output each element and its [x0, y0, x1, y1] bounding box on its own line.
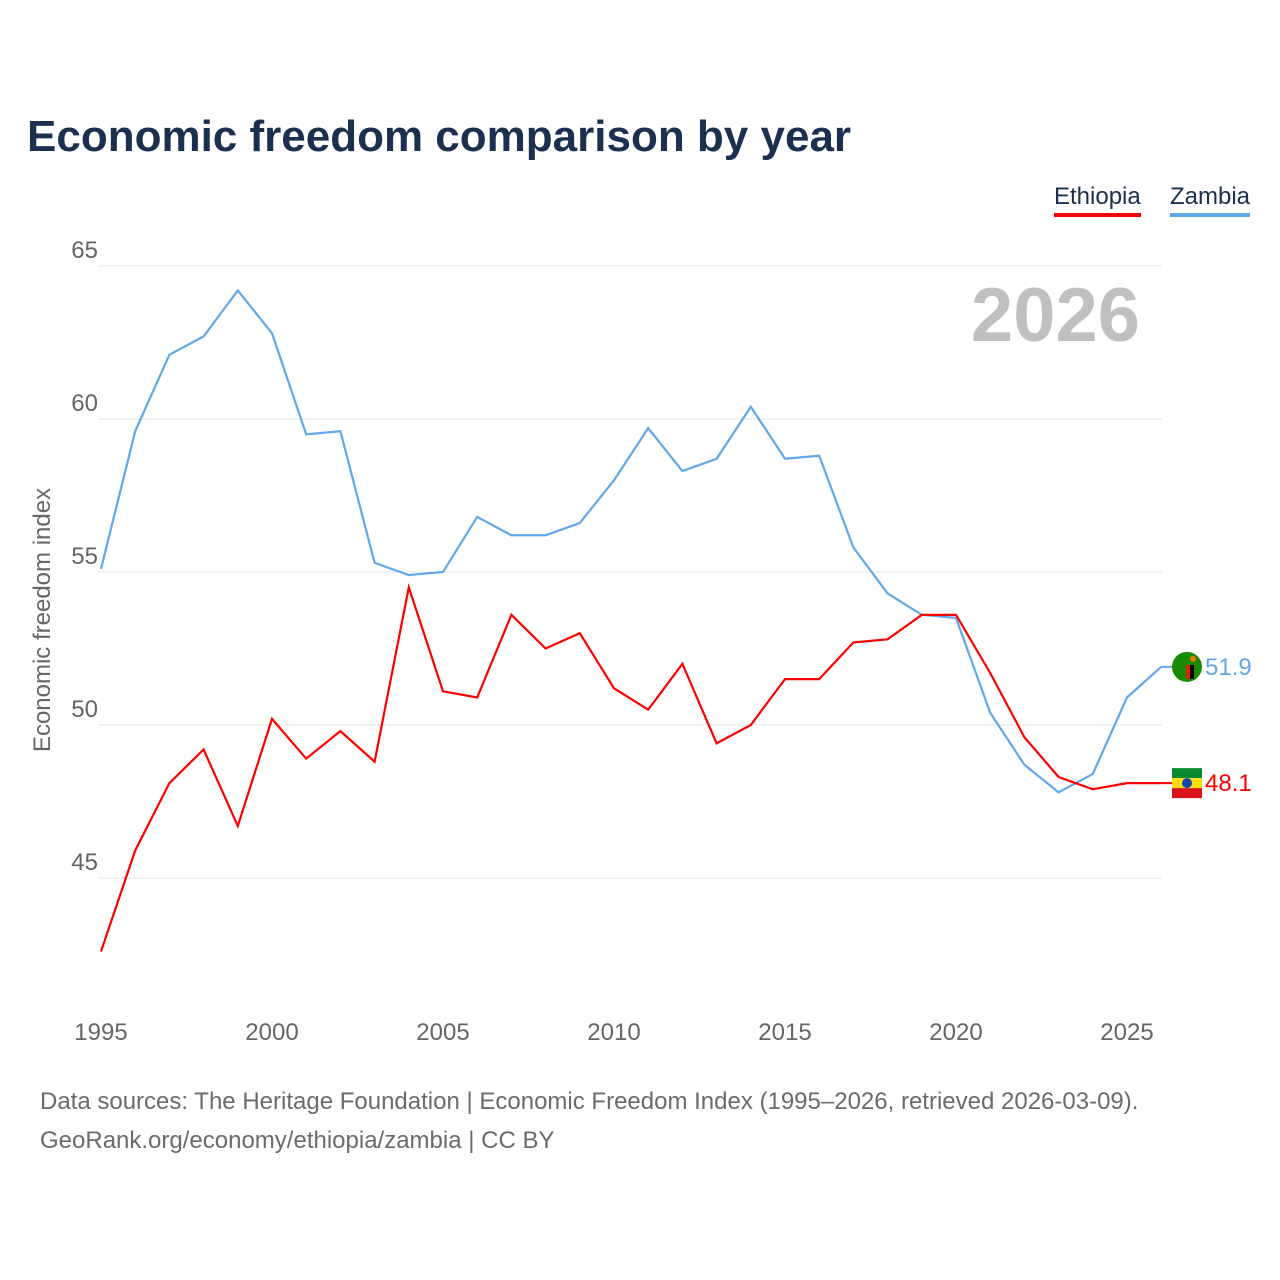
end-value-label-ethiopia: 48.1 — [1205, 770, 1252, 797]
x-tick-label: 2015 — [758, 1019, 811, 1046]
flag-zambia-eagle — [1190, 655, 1196, 662]
flag-zambia-stripe — [1186, 664, 1190, 679]
y-tick-label: 65 — [71, 237, 98, 264]
legend-ethiopia[interactable]: Ethiopia — [1054, 183, 1141, 217]
chart-title: Economic freedom comparison by year — [27, 112, 852, 161]
year-overlay: 2026 — [970, 273, 1140, 358]
end-value-label-zambia: 51.9 — [1205, 654, 1252, 681]
x-tick-label: 2000 — [245, 1019, 298, 1046]
x-tick-label: 2025 — [1100, 1019, 1153, 1046]
x-tick-label: 2010 — [587, 1019, 640, 1046]
footer-credit[interactable]: GeoRank.org/economy/ethiopia/zambia | CC… — [40, 1127, 555, 1154]
flag-ethiopia-icon — [1172, 768, 1202, 779]
footer-sources: Data sources: The Heritage Foundation | … — [40, 1088, 1139, 1115]
x-tick-label: 2005 — [416, 1019, 469, 1046]
x-tick-label: 2020 — [929, 1019, 982, 1046]
y-tick-label: 50 — [71, 696, 98, 723]
x-tick-label: 1995 — [74, 1019, 127, 1046]
y-tick-label: 55 — [71, 543, 98, 570]
y-axis-label: Economic freedom index — [29, 488, 56, 752]
y-tick-label: 60 — [71, 390, 98, 417]
flag-ethiopia-emblem — [1182, 778, 1192, 789]
flag-zambia-stripe — [1190, 664, 1194, 679]
series-line-zambia — [99, 288, 1162, 794]
flag-ethiopia-stripe — [1172, 788, 1202, 799]
y-tick-label: 45 — [71, 849, 98, 876]
series-line-ethiopia — [99, 582, 1162, 952]
legend-zambia[interactable]: Zambia — [1170, 183, 1251, 217]
